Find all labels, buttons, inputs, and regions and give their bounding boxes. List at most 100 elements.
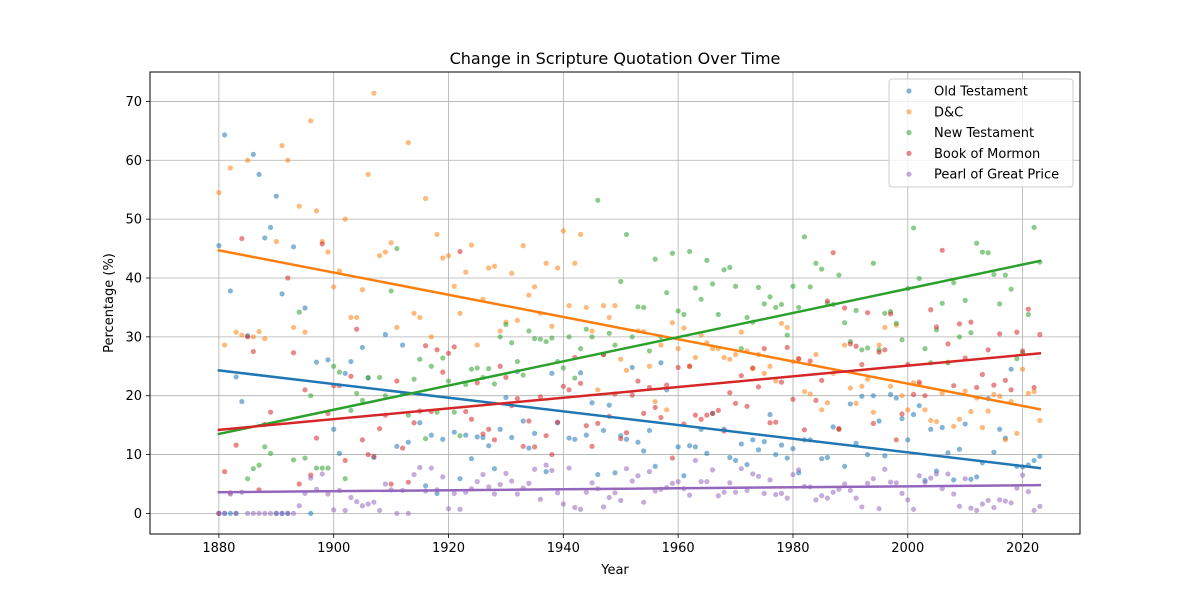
data-point-pearl-of-great-price: [675, 479, 681, 485]
data-point-old-testament: [910, 411, 917, 418]
data-point-new-testament: [819, 266, 825, 272]
data-point-d-c: [273, 238, 279, 245]
data-point-d-c: [956, 416, 963, 422]
data-point-pearl-of-great-price: [342, 507, 348, 514]
data-point-new-testament: [813, 260, 819, 266]
data-point-new-testament: [503, 321, 509, 328]
data-point-pearl-of-great-price: [635, 473, 641, 479]
data-point-pearl-of-great-price: [824, 495, 831, 501]
data-point-new-testament: [790, 283, 796, 289]
data-point-book-of-mormon: [887, 311, 894, 317]
data-point-pearl-of-great-price: [537, 496, 543, 502]
data-point-old-testament: [732, 457, 739, 464]
data-point-book-of-mormon: [704, 412, 710, 418]
legend-label: Pearl of Great Price: [934, 168, 1059, 183]
data-point-pearl-of-great-price: [623, 466, 630, 472]
data-point-d-c: [497, 328, 503, 334]
data-point-old-testament: [417, 420, 423, 426]
data-point-pearl-of-great-price: [744, 487, 750, 494]
data-point-book-of-mormon: [715, 407, 721, 414]
data-point-book-of-mormon: [302, 387, 308, 393]
data-point-book-of-mormon: [520, 443, 526, 449]
data-point-pearl-of-great-price: [646, 469, 653, 475]
data-point-new-testament: [537, 336, 543, 342]
data-point-pearl-of-great-price: [417, 464, 423, 471]
data-point-book-of-mormon: [813, 397, 819, 404]
data-point-new-testament: [1025, 311, 1031, 318]
data-point-d-c: [572, 260, 578, 266]
data-point-pearl-of-great-price: [721, 489, 727, 495]
data-point-book-of-mormon: [922, 393, 928, 399]
data-point-d-c: [394, 324, 400, 331]
data-point-new-testament: [807, 284, 813, 290]
data-point-pearl-of-great-price: [222, 510, 228, 517]
data-point-old-testament: [227, 510, 233, 517]
data-point-pearl-of-great-price: [549, 467, 555, 474]
data-point-d-c: [600, 303, 607, 309]
data-point-old-testament: [503, 394, 509, 401]
data-point-pearl-of-great-price: [572, 504, 578, 511]
data-point-d-c: [732, 351, 739, 358]
data-point-old-testament: [222, 132, 228, 138]
data-point-new-testament: [612, 342, 618, 348]
data-point-new-testament: [428, 363, 434, 369]
data-point-new-testament: [560, 365, 566, 371]
data-point-pearl-of-great-price: [216, 510, 222, 517]
data-point-book-of-mormon: [371, 453, 377, 459]
data-point-d-c: [997, 393, 1003, 399]
data-point-book-of-mormon: [744, 403, 750, 409]
data-point-d-c: [842, 342, 848, 348]
data-point-book-of-mormon: [910, 391, 917, 398]
data-point-book-of-mormon: [250, 348, 256, 355]
data-point-old-testament: [451, 429, 457, 435]
data-point-old-testament: [1008, 366, 1014, 372]
data-point-book-of-mormon: [463, 408, 469, 415]
data-point-book-of-mormon: [709, 410, 716, 416]
data-point-old-testament: [727, 454, 733, 461]
data-point-d-c: [233, 329, 239, 335]
data-point-d-c: [962, 388, 968, 394]
data-point-d-c: [440, 255, 446, 261]
data-point-old-testament: [256, 171, 262, 178]
data-point-pearl-of-great-price: [910, 506, 917, 512]
data-point-old-testament: [790, 446, 796, 452]
data-point-pearl-of-great-price: [382, 481, 388, 487]
data-point-d-c: [813, 351, 819, 358]
data-point-new-testament: [652, 256, 658, 262]
data-point-old-testament: [916, 403, 922, 409]
trend-line-d-c: [217, 248, 1042, 411]
data-point-book-of-mormon: [864, 310, 871, 316]
plot-area-frame: [149, 71, 1081, 535]
data-point-old-testament: [692, 444, 698, 450]
data-point-old-testament: [440, 436, 446, 442]
data-point-pearl-of-great-price: [830, 489, 836, 495]
data-point-book-of-mormon: [928, 307, 934, 313]
data-point-old-testament: [968, 476, 974, 482]
data-point-old-testament: [830, 424, 836, 430]
data-point-new-testament: [244, 476, 251, 482]
data-point-book-of-mormon: [1014, 329, 1020, 335]
trend-line-book-of-mormon: [217, 351, 1042, 432]
data-point-book-of-mormon: [956, 321, 963, 327]
data-point-new-testament: [354, 390, 360, 396]
data-point-book-of-mormon: [893, 437, 899, 443]
data-point-pearl-of-great-price: [641, 499, 647, 505]
data-point-new-testament: [526, 328, 532, 334]
data-point-new-testament: [422, 436, 429, 442]
data-point-new-testament: [985, 250, 991, 256]
data-point-book-of-mormon: [778, 379, 785, 385]
data-point-book-of-mormon: [997, 331, 1003, 337]
data-point-new-testament: [910, 225, 917, 231]
data-point-pearl-of-great-price: [543, 462, 549, 468]
data-point-d-c: [560, 228, 566, 234]
data-point-pearl-of-great-price: [486, 484, 492, 490]
data-point-pearl-of-great-price: [945, 471, 951, 477]
data-point-d-c: [566, 303, 572, 309]
data-point-new-testament: [296, 309, 302, 315]
data-point-new-testament: [968, 330, 974, 336]
data-point-d-c: [951, 423, 957, 429]
data-point-d-c: [606, 314, 612, 321]
data-point-new-testament: [842, 320, 848, 326]
data-point-old-testament: [738, 441, 744, 447]
